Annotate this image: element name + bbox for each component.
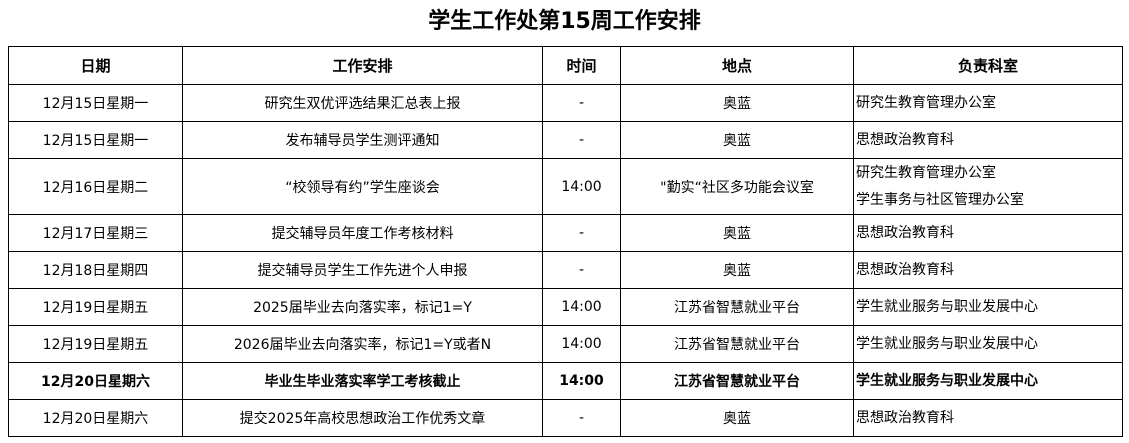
cell-time: 14:00 [542,158,621,215]
cell-place: 奥蓝 [620,251,854,289]
cell-dept: 思想政治教育科 [853,251,1123,289]
header-time: 时间 [542,46,621,85]
header-place: 地点 [620,46,854,85]
cell-task: “校领导有约”学生座谈会 [182,158,543,215]
dept-name: 思想政治教育科 [856,131,954,148]
dept-name: 思想政治教育科 [856,261,954,278]
dept-name: 研究生教育管理办公室 [856,164,996,181]
table-row: 12月17日星期三 提交辅导员年度工作考核材料 - 奥蓝 思想政治教育科 [8,214,1123,252]
cell-date: 12月20日星期六 [8,362,183,400]
cell-place: 奥蓝 [620,214,854,252]
cell-dept: 思想政治教育科 [853,399,1123,437]
table-row: 12月18日星期四 提交辅导员学生工作先进个人申报 - 奥蓝 思想政治教育科 [8,251,1123,289]
cell-date: 12月19日星期五 [8,325,183,363]
cell-time: - [542,84,621,122]
header-date: 日期 [8,46,183,85]
dept-name: 学生就业服务与职业发展中心 [856,335,1038,352]
cell-dept: 思想政治教育科 [853,121,1123,159]
cell-dept: 学生就业服务与职业发展中心 [853,325,1123,363]
dept-name: 思想政治教育科 [856,224,954,241]
cell-task: 研究生双优评选结果汇总表上报 [182,84,543,122]
table-row: 12月20日星期六 提交2025年高校思想政治工作优秀文章 - 奥蓝 思想政治教育科 [8,399,1123,437]
cell-place: 奥蓝 [620,399,854,437]
cell-date: 12月15日星期一 [8,84,183,122]
cell-time: 14:00 [542,288,621,326]
cell-time: 14:00 [542,362,621,400]
dept-name: 学生就业服务与职业发展中心 [856,298,1038,315]
cell-date: 12月19日星期五 [8,288,183,326]
cell-dept: 学生就业服务与职业发展中心 [853,362,1123,400]
cell-date: 12月18日星期四 [8,251,183,289]
header-dept: 负责科室 [853,46,1123,85]
header-task: 工作安排 [182,46,543,85]
header-row: 日期 工作安排 时间 地点 负责科室 [8,46,1123,85]
cell-dept: 研究生教育管理办公室学生事务与社区管理办公室 [853,158,1123,215]
cell-date: 12月20日星期六 [8,399,183,437]
cell-date: 12月15日星期一 [8,121,183,159]
cell-place: 江苏省智慧就业平台 [620,362,854,400]
cell-dept: 学生就业服务与职业发展中心 [853,288,1123,326]
cell-place: 奥蓝 [620,84,854,122]
cell-task: 提交辅导员年度工作考核材料 [182,214,543,252]
schedule-table: 日期 工作安排 时间 地点 负责科室 12月15日星期一 研究生双优评选结果汇总表… [8,46,1123,437]
cell-date: 12月16日星期二 [8,158,183,215]
page-title: 学生工作处第15周工作安排 [428,9,701,34]
table-row: 12月19日星期五 2025届毕业去向落实率，标记1=Y 14:00 江苏省智慧就业平… [8,288,1123,326]
table-row: 12月20日星期六 毕业生毕业落实率学工考核截止 14:00 江苏省智慧就业平台 学生就… [8,362,1123,400]
cell-place: 江苏省智慧就业平台 [620,288,854,326]
table-row: 12月19日星期五 2026届毕业去向落实率，标记1=Y或者N 14:00 江苏省智慧… [8,325,1123,363]
dept-name: 学生事务与社区管理办公室 [856,191,1024,208]
table-row: 12月15日星期一 研究生双优评选结果汇总表上报 - 奥蓝 研究生教育管理办公室 [8,84,1123,122]
cell-time: 14:00 [542,325,621,363]
cell-task: 2025届毕业去向落实率，标记1=Y [182,288,543,326]
cell-task: 毕业生毕业落实率学工考核截止 [182,362,543,400]
cell-time: - [542,121,621,159]
dept-name: 学生就业服务与职业发展中心 [856,372,1038,389]
cell-time: - [542,214,621,252]
dept-name: 思想政治教育科 [856,409,954,426]
cell-dept: 思想政治教育科 [853,214,1123,252]
cell-time: - [542,251,621,289]
dept-name: 研究生教育管理办公室 [856,94,996,111]
cell-place: 江苏省智慧就业平台 [620,325,854,363]
table-row: 12月15日星期一 发布辅导员学生测评通知 - 奥蓝 思想政治教育科 [8,121,1123,159]
table-row: 12月16日星期二 “校领导有约”学生座谈会 14:00 "勤实“社区多功能会议室 研究… [8,158,1123,215]
cell-task: 提交2025年高校思想政治工作优秀文章 [182,399,543,437]
cell-place: 奥蓝 [620,121,854,159]
cell-task: 提交辅导员学生工作先进个人申报 [182,251,543,289]
cell-date: 12月17日星期三 [8,214,183,252]
cell-task: 发布辅导员学生测评通知 [182,121,543,159]
cell-task: 2026届毕业去向落实率，标记1=Y或者N [182,325,543,363]
cell-time: - [542,399,621,437]
cell-dept: 研究生教育管理办公室 [853,84,1123,122]
cell-place: "勤实“社区多功能会议室 [620,158,854,215]
